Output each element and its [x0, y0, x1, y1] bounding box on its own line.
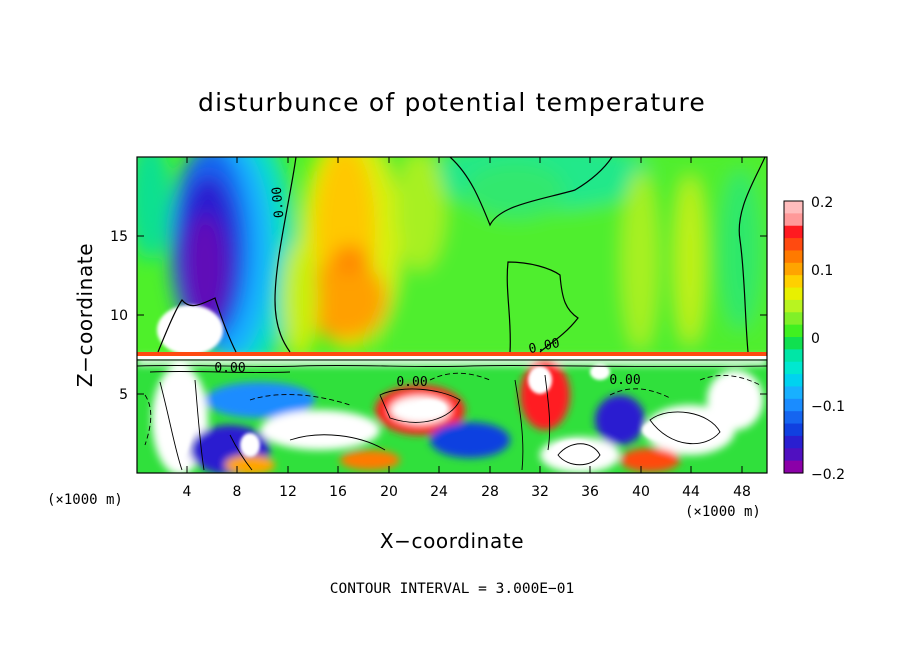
y-tick-labels: 5 10 15 — [110, 229, 128, 403]
colorbar-step — [784, 262, 803, 276]
colorbar-step — [784, 299, 803, 313]
x-tick-label: 40 — [632, 484, 650, 500]
colorbar-step — [784, 250, 803, 264]
colorbar-tick-label: 0 — [811, 331, 820, 347]
x-tick-label: 48 — [733, 484, 751, 500]
contour-label: 0.00 — [396, 375, 427, 390]
x-tick-label: 44 — [682, 484, 700, 500]
x-tick-label: 20 — [380, 484, 398, 500]
colorbar-step — [784, 238, 803, 252]
contour-zero-trough — [449, 157, 613, 227]
contour-zero-center — [506, 261, 579, 353]
contour-label: 0.00 — [270, 186, 288, 219]
colorbar-step — [784, 213, 803, 227]
colorbar-step — [784, 435, 803, 449]
colorbar-step — [784, 324, 803, 338]
contour-zero-left — [274, 157, 297, 353]
y-tick-label: 5 — [119, 387, 128, 403]
chart-title: disturbunce of potential temperature — [198, 88, 706, 117]
contour-label: 0.00 — [609, 373, 640, 388]
contour-lines-dashed — [144, 372, 761, 446]
colorbar-step — [784, 349, 803, 363]
x-unit-label-left: (×1000 m) — [47, 492, 123, 508]
colorbar-step — [784, 423, 803, 437]
colorbar-frame — [783, 200, 804, 474]
lower-layer-sharp-features — [157, 305, 678, 464]
contour-label: 0.00 — [214, 361, 245, 376]
colorbar-step — [784, 411, 803, 425]
colorbar: 0.2 0.1 0 −0.1 −0.2 — [783, 195, 845, 483]
x-tick-label: 36 — [581, 484, 599, 500]
x-tick-label: 24 — [430, 484, 448, 500]
colorbar-step — [784, 201, 803, 214]
colorbar-step — [784, 448, 803, 462]
x-tick-marks — [186, 157, 743, 473]
colorbar-steps — [784, 201, 803, 474]
contour-label: 0.00 — [527, 336, 561, 357]
contour-white-upper — [157, 297, 237, 353]
colorbar-step — [784, 361, 803, 375]
colorbar-step — [784, 287, 803, 301]
interface-band — [137, 352, 767, 356]
contour-zero-right — [738, 157, 766, 353]
colorbar-step — [784, 275, 803, 289]
contour-lines — [157, 157, 766, 353]
contour-lines-lower — [137, 359, 767, 471]
y-tick-marks — [137, 235, 767, 395]
x-unit-label-right: (×1000 m) — [685, 504, 761, 520]
y-tick-label: 15 — [110, 229, 128, 245]
contour-labels: 0.00 0.00 0.00 0.00 0.00 — [214, 186, 640, 390]
colorbar-tick-label: 0.1 — [811, 263, 833, 279]
x-tick-label: 8 — [233, 484, 242, 500]
colorbar-step — [784, 337, 803, 350]
colorbar-step — [784, 386, 803, 400]
x-tick-label: 32 — [531, 484, 549, 500]
x-tick-label: 28 — [481, 484, 499, 500]
upper-layer-structures — [137, 157, 767, 370]
colorbar-step — [784, 460, 803, 474]
x-tick-label: 16 — [329, 484, 347, 500]
colorbar-step — [784, 312, 803, 326]
colorbar-tick-label: 0.2 — [811, 195, 833, 211]
colorbar-step — [784, 225, 803, 239]
colorbar-tick-label: −0.2 — [811, 467, 845, 483]
colorbar-tick-label: −0.1 — [811, 399, 845, 415]
x-axis-title: X−coordinate — [380, 529, 524, 553]
contour-interval-label: CONTOUR INTERVAL = 3.000E−01 — [330, 581, 574, 597]
x-tick-label: 4 — [183, 484, 192, 500]
colorbar-step — [784, 398, 803, 412]
colorbar-step — [784, 374, 803, 388]
x-tick-label: 12 — [279, 484, 297, 500]
heatmap-field — [137, 157, 767, 473]
y-tick-label: 10 — [110, 308, 128, 324]
y-axis-title: Z−coordinate — [73, 243, 97, 387]
x-tick-labels: 4 8 12 16 20 24 28 32 36 40 44 48 — [183, 484, 751, 500]
colorbar-labels: 0.2 0.1 0 −0.1 −0.2 — [811, 195, 845, 483]
